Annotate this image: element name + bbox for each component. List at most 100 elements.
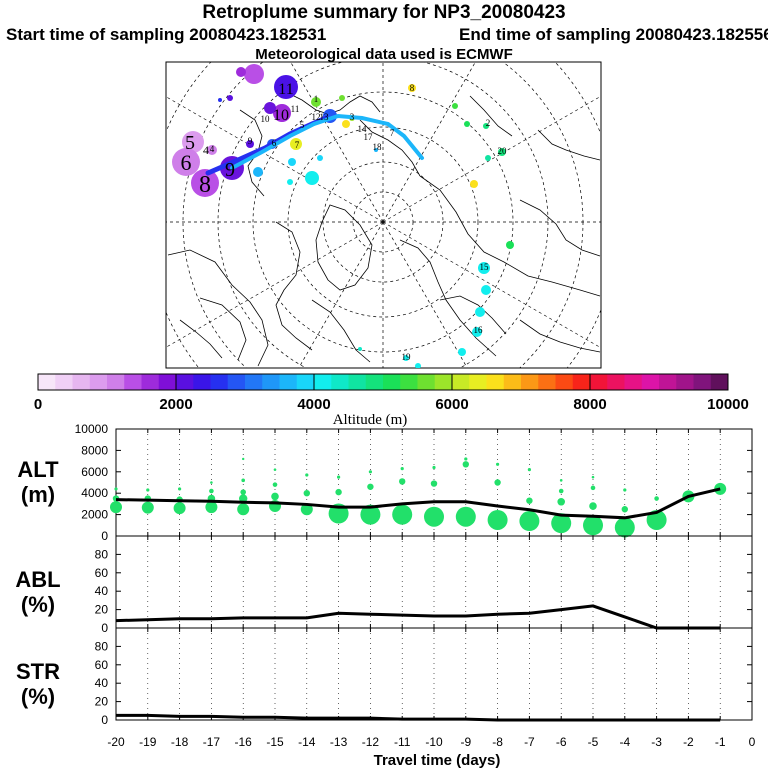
cluster-point (526, 497, 533, 504)
map-frame (165, 61, 602, 369)
map-label-9: 9 (225, 159, 235, 181)
cluster-point (400, 466, 404, 471)
map-small-label-11: 11 (291, 104, 300, 114)
y-tick-label: 4000 (81, 486, 108, 500)
map-small-label-3: 3 (350, 112, 355, 122)
cluster-point (303, 490, 310, 497)
map-small-label-10: 10 (261, 114, 271, 124)
cluster-point (519, 511, 540, 532)
colorbar-cell (158, 374, 177, 390)
colorbar-cell (72, 374, 91, 390)
cluster-point (173, 502, 186, 515)
colorbar-cell (521, 374, 539, 390)
colorbar-cell (245, 374, 263, 390)
cluster-point (527, 468, 532, 472)
cluster-point (141, 501, 154, 514)
x-tick-label: -11 (394, 735, 411, 749)
colorbar-cell (693, 374, 712, 390)
colorbar-cell (486, 374, 505, 390)
cluster-point (337, 475, 341, 479)
colorbar-tick: 2000 (159, 396, 192, 413)
map-label-11: 11 (278, 81, 293, 98)
colorbar-cell (38, 374, 56, 390)
colorbar-tick: 4000 (297, 396, 330, 413)
cluster-point (272, 482, 278, 487)
colorbar-cell (383, 374, 401, 390)
page-title: Retroplume summary for NP3_20080423 (202, 2, 566, 23)
map-small-label-9: 9 (248, 136, 253, 146)
cluster-point (487, 509, 508, 530)
colorbar-cell (590, 374, 608, 390)
map-small-label-15: 15 (480, 262, 490, 272)
colorbar-cell (710, 374, 729, 390)
y-tick-label: 6000 (81, 465, 108, 479)
cluster-point (242, 457, 245, 461)
colorbar-cell (434, 374, 453, 390)
x-tick-label: -7 (524, 735, 535, 749)
x-tick-label: -12 (362, 735, 380, 749)
cluster-point (305, 473, 309, 477)
map-label-6: 6 (181, 150, 192, 175)
cluster-point (430, 480, 438, 487)
colorbar-cell (262, 374, 280, 390)
x-tick-label: -4 (619, 735, 630, 749)
colorbar-cell (676, 374, 694, 390)
cluster-point (114, 487, 118, 491)
cluster-point (558, 488, 564, 494)
colorbar-cell (538, 374, 556, 390)
panel-label-name: STR (16, 659, 60, 684)
colorbar-cell (296, 374, 315, 390)
cluster-point (614, 517, 635, 538)
cluster-point (300, 503, 313, 516)
y-tick-label: 80 (95, 547, 109, 561)
colorbar-cell (331, 374, 349, 390)
colorbar-cell (469, 374, 487, 390)
cluster-point (360, 504, 381, 525)
cluster-point (178, 487, 182, 491)
start-time: Start time of sampling 20080423.182531 (6, 25, 327, 44)
map-small-label-5: 5 (300, 120, 305, 130)
cluster-point (621, 506, 628, 513)
y-tick-label: 60 (95, 566, 109, 580)
x-tick-label: -3 (651, 735, 662, 749)
x-tick-label: -15 (266, 735, 284, 749)
y-tick-label: 10000 (75, 422, 109, 436)
x-tick-label: -8 (492, 735, 503, 749)
x-tick-label: -16 (235, 735, 253, 749)
y-tick-label: 40 (95, 676, 109, 690)
median-altitude-line (115, 487, 721, 520)
panel-label-unit: (m) (21, 482, 55, 507)
cluster-point (654, 496, 659, 501)
x-tick-label: -5 (588, 735, 599, 749)
colorbar-tick: 6000 (435, 396, 468, 413)
map-small-label-12: 12 (312, 112, 321, 122)
x-tick-label: -18 (171, 735, 189, 749)
altitude-colorbar: 0 2000 4000 6000 8000 10000 Altitude (m) (34, 373, 749, 428)
cluster-point (589, 502, 597, 510)
map-label-4: 4 (203, 143, 209, 157)
colorbar-cell (641, 374, 660, 390)
y-tick-label: 40 (95, 584, 109, 598)
cluster-point (464, 457, 468, 461)
y-tick-label: 20 (95, 695, 109, 709)
cluster-point (368, 470, 372, 474)
x-tick-label: -14 (298, 735, 316, 749)
colorbar-cell (607, 374, 625, 390)
x-tick-label: -17 (203, 735, 221, 749)
x-tick-label: -6 (556, 735, 567, 749)
x-tick-label: -20 (107, 735, 125, 749)
x-tick-label: -19 (139, 735, 157, 749)
cluster-point (205, 501, 218, 514)
cluster-point (646, 509, 667, 530)
time-series-panels: 0200040006000800010000ALT(m)020406080ABL… (15, 422, 755, 749)
plume-track-cyan (230, 113, 424, 170)
colorbar-cell (227, 374, 246, 390)
map-small-label-18: 18 (373, 142, 383, 152)
cluster-point (146, 488, 150, 492)
colorbar-cell (193, 374, 211, 390)
cluster-point (557, 497, 565, 506)
cluster-point (239, 494, 248, 503)
cluster-point (583, 515, 603, 536)
